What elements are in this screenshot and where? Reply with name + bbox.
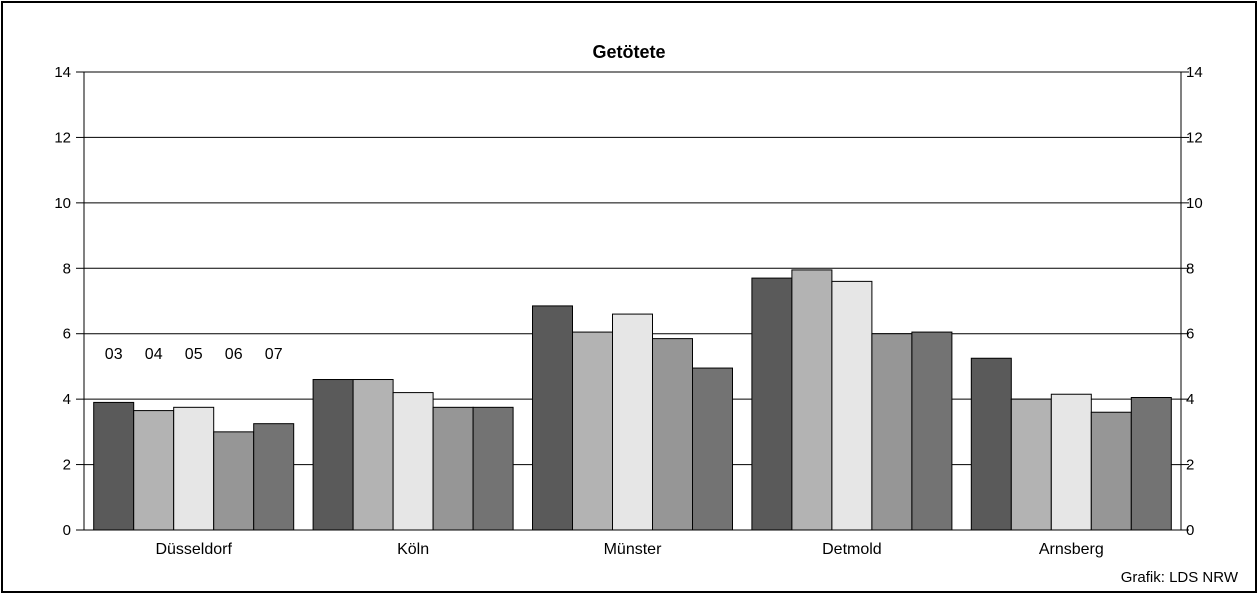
bar-köln-03 [312, 379, 354, 531]
right-y-axis-ticks: 0 2 4 6 8 10 12 14 [1186, 64, 1203, 539]
bar-arnsberg-05 [1050, 393, 1092, 531]
legend: 03 04 05 06 07 [105, 346, 283, 363]
credit-text: Grafik: LDS NRW [1121, 569, 1239, 586]
x-axis-categories: Düsseldorf Köln Münster Detmold Arnsberg [155, 541, 1103, 558]
bar-köln-07 [472, 406, 514, 531]
bars-group [93, 269, 1172, 531]
bar-detmold-05 [831, 280, 873, 531]
bar-münster-07 [692, 367, 733, 531]
bar-münster-03 [532, 305, 573, 531]
bar-detmold-06 [871, 333, 913, 531]
y-tick-label-left: 10 [54, 195, 71, 212]
bar-düsseldorf-03 [93, 401, 135, 531]
axes [76, 71, 1189, 531]
y-tick-label-left: 2 [63, 457, 71, 474]
left-y-axis-ticks: 0 2 4 6 8 10 12 14 [54, 64, 71, 539]
bar-münster-05 [612, 313, 653, 531]
y-tick-label-right: 14 [1186, 64, 1203, 81]
y-tick-label-left: 8 [63, 260, 71, 277]
bar-münster-06 [652, 338, 693, 531]
x-category-label: Arnsberg [1039, 541, 1104, 558]
chart-title: Getötete [592, 42, 665, 62]
legend-entry: 04 [145, 346, 163, 363]
y-tick-label-left: 14 [54, 64, 71, 81]
bar-arnsberg-06 [1090, 411, 1132, 531]
bar-detmold-04 [791, 269, 833, 531]
legend-entry: 07 [265, 346, 283, 363]
bar-detmold-03 [751, 277, 793, 531]
y-tick-label-left: 0 [63, 522, 71, 539]
legend-entry: 03 [105, 346, 123, 363]
bar-düsseldorf-07 [253, 423, 295, 531]
bar-arnsberg-07 [1130, 397, 1172, 531]
y-tick-label-left: 12 [54, 129, 71, 146]
bar-arnsberg-04 [1010, 398, 1052, 531]
bar-münster-04 [572, 331, 613, 531]
x-category-label: Münster [604, 541, 662, 558]
bar-düsseldorf-05 [173, 406, 215, 531]
bar-düsseldorf-04 [133, 410, 175, 531]
y-tick-label-right: 0 [1186, 522, 1194, 539]
bar-köln-06 [432, 406, 474, 531]
y-tick-label-right: 6 [1186, 326, 1194, 343]
bar-düsseldorf-06 [213, 431, 255, 531]
bar-arnsberg-03 [970, 357, 1012, 531]
y-tick-label-left: 4 [63, 391, 71, 408]
legend-entry: 05 [185, 346, 203, 363]
bar-köln-05 [392, 392, 434, 531]
x-category-label: Köln [397, 541, 429, 558]
y-tick-label-right: 8 [1186, 260, 1194, 277]
y-tick-label-right: 2 [1186, 457, 1194, 474]
y-tick-label-left: 6 [63, 326, 71, 343]
legend-entry: 06 [225, 346, 243, 363]
x-category-label: Düsseldorf [155, 541, 232, 558]
bar-detmold-07 [911, 331, 953, 531]
x-category-label: Detmold [822, 541, 882, 558]
y-tick-label-right: 12 [1186, 129, 1203, 146]
y-tick-label-right: 10 [1186, 195, 1203, 212]
bar-köln-04 [352, 379, 394, 531]
y-tick-label-right: 4 [1186, 391, 1194, 408]
